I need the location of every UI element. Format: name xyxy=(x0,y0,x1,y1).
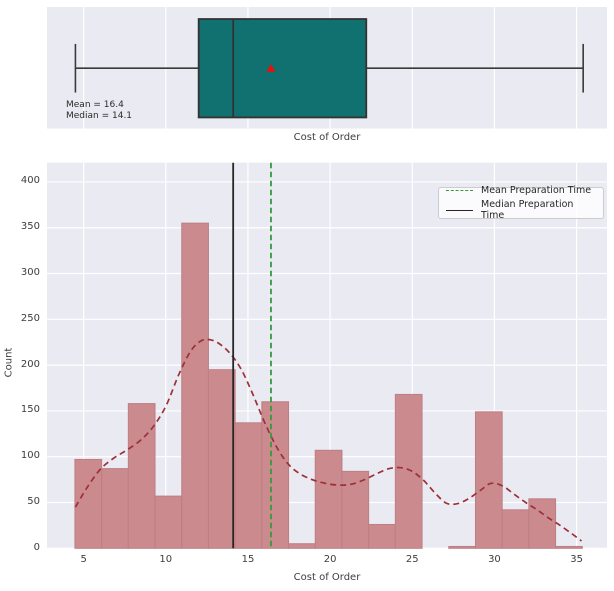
histogram-bar xyxy=(314,449,343,549)
histogram-bar xyxy=(207,369,236,549)
x-tick-label: 25 xyxy=(405,554,419,565)
y-tick-label: 50 xyxy=(27,496,40,507)
legend-label-median: Median Preparation Time xyxy=(481,199,574,221)
histogram-bar xyxy=(501,509,530,549)
median-solid-line-sample xyxy=(446,209,473,211)
histogram-bar xyxy=(234,422,263,549)
histogram-bar xyxy=(127,403,156,549)
bottom-xaxis-label: Cost of Order xyxy=(293,572,361,583)
x-tick-label: 10 xyxy=(159,554,173,565)
histogram-bar xyxy=(74,458,103,549)
x-tick-label: 20 xyxy=(323,554,337,565)
boxplot-stats-annotation: Mean = 16.4 Median = 14.1 xyxy=(66,100,132,122)
histogram-bar xyxy=(154,495,183,549)
y-tick-label: 100 xyxy=(20,450,40,462)
legend-entry-mean: Mean Preparation Time xyxy=(446,185,596,196)
y-tick-label: 400 xyxy=(20,175,40,187)
y-tick-label: 150 xyxy=(20,404,40,416)
histogram-bar xyxy=(474,411,503,549)
x-tick-label: 30 xyxy=(488,554,501,565)
mean-annotation-line: Mean = 16.4 xyxy=(66,100,124,110)
histogram-bar xyxy=(181,222,209,549)
y-tick-label: 250 xyxy=(20,312,40,324)
y-tick-label: 350 xyxy=(20,221,40,233)
histogram-bar xyxy=(555,545,583,549)
mean-dashed-line-sample xyxy=(446,190,473,191)
histogram-bar xyxy=(261,401,290,549)
histogram-bar xyxy=(448,545,476,549)
median-annotation-line: Median = 14.1 xyxy=(66,111,133,121)
histogram-bar xyxy=(288,543,316,549)
boxplot-mean-marker xyxy=(266,64,276,72)
histogram-bar xyxy=(101,468,129,549)
y-tick-label: 0 xyxy=(33,541,40,553)
top-xaxis-label: Cost of Order xyxy=(293,132,361,143)
boxplot-box xyxy=(197,18,368,119)
x-tick-label: 35 xyxy=(570,554,583,565)
y-tick-label: 200 xyxy=(20,358,40,370)
legend-label-mean: Mean Preparation Time xyxy=(481,185,592,196)
y-tick-label: 300 xyxy=(20,267,40,279)
histogram-bar xyxy=(368,523,396,549)
kde-curve xyxy=(74,338,583,542)
histogram-bar xyxy=(394,393,423,549)
legend: Mean Preparation Time Median Preparation… xyxy=(438,185,604,221)
legend-entry-median: Median Preparation Time xyxy=(446,199,596,221)
x-tick-label: 15 xyxy=(241,554,255,565)
x-tick-label: 5 xyxy=(80,554,87,565)
histogram-bar xyxy=(341,470,370,549)
